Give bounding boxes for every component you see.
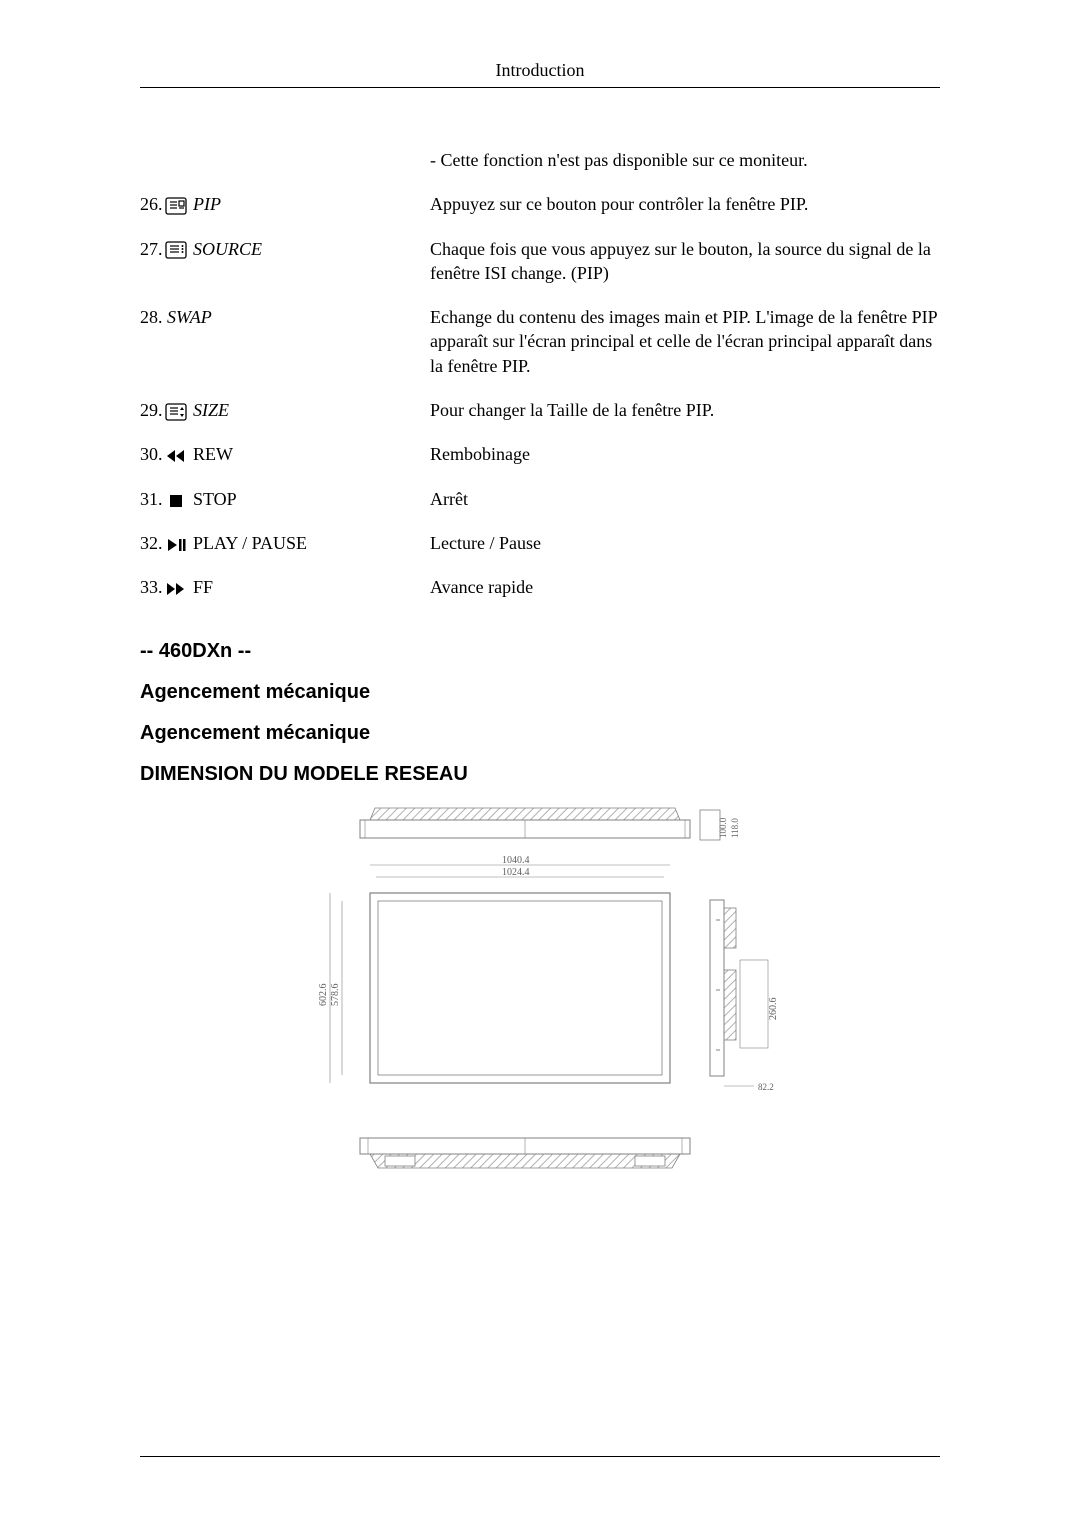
item-description: - Cette fonction n'est pas disponible su…	[430, 138, 940, 182]
size-icon	[165, 403, 187, 421]
item-description: Echange du contenu des images main et PI…	[430, 295, 940, 388]
item-description: Pour changer la Taille de la fenêtre PIP…	[430, 388, 940, 432]
table-row: 31. STOPArrêt	[140, 477, 940, 521]
header-title: Introduction	[496, 60, 585, 80]
item-name: SWAP	[163, 307, 212, 327]
item-number: 28.	[140, 305, 163, 329]
item-label-cell: 26. PIP	[140, 182, 430, 226]
table-row: - Cette fonction n'est pas disponible su…	[140, 138, 940, 182]
item-name: PIP	[189, 194, 221, 214]
table-row: 28. SWAPEchange du contenu des images ma…	[140, 295, 940, 388]
item-label-cell: 30. REW	[140, 432, 430, 476]
item-label-cell: 31. STOP	[140, 477, 430, 521]
remote-items-table: - Cette fonction n'est pas disponible su…	[140, 138, 940, 610]
item-number: 33.	[140, 575, 163, 599]
svg-text:82.2: 82.2	[758, 1082, 774, 1092]
item-number: 31.	[140, 487, 163, 511]
page-footer-rule	[140, 1456, 940, 1457]
playpause-icon	[165, 536, 187, 554]
svg-text:100.0: 100.0	[718, 817, 728, 838]
model-heading: -- 460DXn --	[140, 640, 940, 663]
ff-icon	[165, 580, 187, 598]
svg-text:578.6: 578.6	[330, 983, 341, 1006]
table-row: 33. FFAvance rapide	[140, 565, 940, 609]
table-row: 32. PLAY / PAUSELecture / Pause	[140, 521, 940, 565]
item-label-cell: 27. SOURCE	[140, 227, 430, 296]
item-label-cell: 29. SIZE	[140, 388, 430, 432]
item-number: 30.	[140, 442, 163, 466]
svg-text:260.6: 260.6	[768, 997, 779, 1020]
svg-text:1024.4: 1024.4	[502, 867, 530, 878]
table-row: 29. SIZEPour changer la Taille de la fen…	[140, 388, 940, 432]
item-description: Rembobinage	[430, 432, 940, 476]
item-label-cell: 32. PLAY / PAUSE	[140, 521, 430, 565]
item-label-cell: 33. FF	[140, 565, 430, 609]
page-header: Introduction	[140, 60, 940, 88]
item-name: FF	[189, 577, 214, 597]
item-label-cell: 28. SWAP	[140, 295, 430, 388]
item-number: 29.	[140, 398, 163, 422]
dimension-heading: DIMENSION DU MODELE RESEAU	[140, 763, 940, 786]
item-description: Lecture / Pause	[430, 521, 940, 565]
item-number: 26.	[140, 192, 163, 216]
item-description: Avance rapide	[430, 565, 940, 609]
item-number: 27.	[140, 237, 163, 261]
item-name: SIZE	[189, 400, 230, 420]
item-description: Chaque fois que vous appuyez sur le bout…	[430, 227, 940, 296]
item-description: Appuyez sur ce bouton pour contrôler la …	[430, 182, 940, 226]
item-name: STOP	[189, 489, 237, 509]
item-description: Arrêt	[430, 477, 940, 521]
item-name: PLAY / PAUSE	[189, 533, 308, 553]
source-icon	[165, 241, 187, 259]
page-content: Introduction - Cette fonction n'est pas …	[0, 0, 1080, 1278]
item-name: REW	[189, 444, 234, 464]
mech-heading-2: Agencement mécanique	[140, 722, 940, 745]
item-label-cell	[140, 138, 430, 182]
mech-heading-1: Agencement mécanique	[140, 681, 940, 704]
rew-icon	[165, 447, 187, 465]
table-row: 26. PIPAppuyez sur ce bouton pour contrô…	[140, 182, 940, 226]
item-number: 32.	[140, 531, 163, 555]
table-row: 30. REWRembobinage	[140, 432, 940, 476]
item-name: SOURCE	[189, 239, 263, 259]
pip-icon	[165, 197, 187, 215]
svg-text:1040.4: 1040.4	[502, 855, 530, 866]
table-row: 27. SOURCEChaque fois que vous appuyez s…	[140, 227, 940, 296]
svg-text:118.0: 118.0	[730, 817, 740, 837]
stop-icon	[165, 492, 187, 510]
svg-text:602.6: 602.6	[318, 983, 329, 1006]
dimension-diagram: 100.0118.0 1040.41024.4 602.6578.6 260.6 82.…	[140, 798, 940, 1218]
